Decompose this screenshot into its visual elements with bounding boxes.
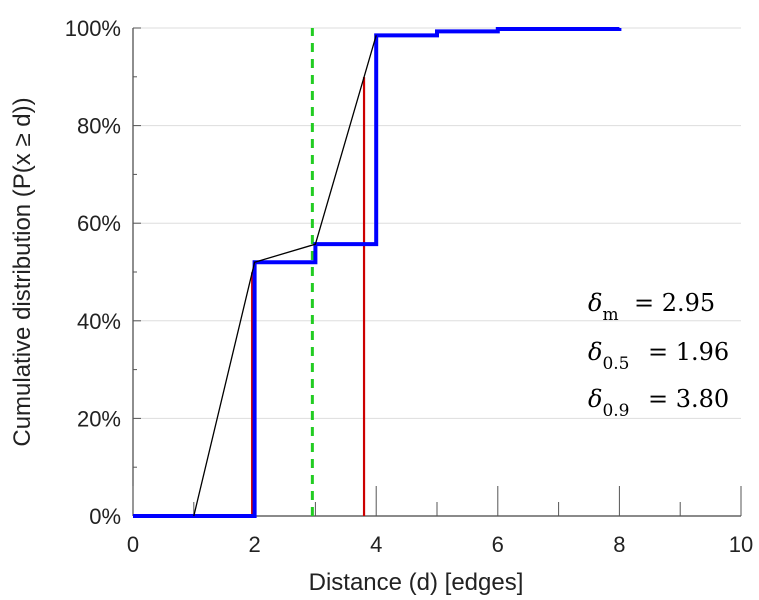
y-axis-title: Cumulative distribution (P(x ≥ d)) xyxy=(9,97,36,446)
series-group xyxy=(133,26,622,518)
x-tick-label-10: 10 xyxy=(729,532,753,557)
x-tick-label-4: 4 xyxy=(370,532,382,557)
stat-delta-09-symbol: δ xyxy=(588,385,602,413)
y-tick-label-80: 80% xyxy=(77,114,121,139)
stat-delta-m: δm = 2.95 xyxy=(588,289,715,325)
axes xyxy=(132,28,741,517)
stat-delta-05-sub: 0.5 xyxy=(602,354,629,374)
reference-lines xyxy=(251,28,366,516)
y-tick-label-40: 40% xyxy=(77,309,121,334)
x-axis-title: Distance (d) [edges] xyxy=(309,569,524,596)
x-tick-label-8: 8 xyxy=(613,532,625,557)
stat-delta-09: δ0.9 = 3.80 xyxy=(588,385,729,421)
interpolated-cdf-line xyxy=(193,35,377,517)
grid-lines xyxy=(133,27,741,419)
tick-labels: 0% 20% 40% 60% 80% 100% 0 2 4 6 8 10 xyxy=(65,16,754,557)
stat-delta-m-sub: m xyxy=(602,305,618,325)
y-tick-label-20: 20% xyxy=(77,406,121,431)
stat-delta-m-value: = 2.95 xyxy=(634,289,715,317)
ticks xyxy=(132,27,742,517)
step-cdf-line xyxy=(133,26,622,518)
x-tick-label-0: 0 xyxy=(127,532,139,557)
stat-delta-m-symbol: δ xyxy=(588,289,602,317)
y-tick-label-60: 60% xyxy=(77,211,121,236)
stat-delta-05-value: = 1.96 xyxy=(648,338,729,366)
y-tick-label-100: 100% xyxy=(65,16,121,41)
x-tick-label-6: 6 xyxy=(492,532,504,557)
stat-delta-05-symbol: δ xyxy=(588,338,602,366)
stat-delta-09-value: = 3.80 xyxy=(648,385,729,413)
stat-delta-09-sub: 0.9 xyxy=(602,401,629,421)
stat-delta-05: δ0.5 = 1.96 xyxy=(588,338,729,374)
stats-annotations: δm = 2.95 δ0.5 = 1.96 δ0.9 = 3.80 xyxy=(588,289,729,421)
y-tick-label-0: 0% xyxy=(89,504,121,529)
x-tick-label-2: 2 xyxy=(248,532,260,557)
